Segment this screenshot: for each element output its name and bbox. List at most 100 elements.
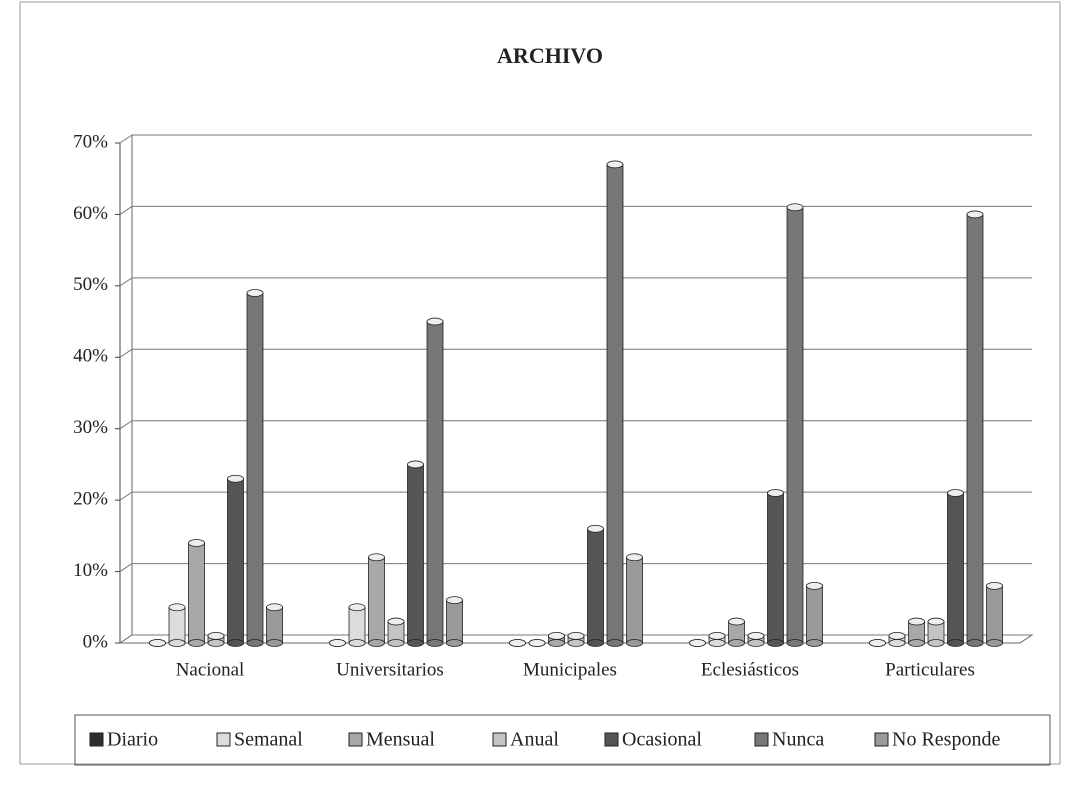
bar <box>407 460 424 647</box>
bar-top <box>927 617 945 626</box>
legend-swatch <box>348 732 363 747</box>
x-tick-label: Municipales <box>523 659 617 680</box>
bar <box>728 617 745 647</box>
y-tick-label: 0% <box>83 631 109 652</box>
bar <box>387 617 405 647</box>
bar-base <box>747 639 765 647</box>
bar-base <box>567 639 585 647</box>
bar-base <box>927 639 945 647</box>
bar <box>626 553 643 647</box>
bar-body <box>966 214 984 644</box>
legend-swatch <box>754 732 769 747</box>
bar <box>689 639 706 647</box>
grid-line <box>119 420 1032 430</box>
bar <box>767 489 784 647</box>
bar <box>368 553 385 647</box>
bar-top <box>387 617 405 626</box>
bar <box>567 631 585 647</box>
bar-top <box>767 489 784 497</box>
legend-label: Ocasional <box>622 729 702 751</box>
bar-top <box>947 489 964 497</box>
bar <box>266 603 283 647</box>
legend-label: Semanal <box>234 729 303 751</box>
bar-body <box>587 528 604 644</box>
y-tick-label: 30% <box>73 417 108 438</box>
bar-body <box>626 556 643 644</box>
legend-swatch <box>89 732 104 747</box>
bar-base <box>908 639 925 647</box>
bar <box>786 203 804 647</box>
legend-swatch <box>874 732 889 747</box>
bar-body <box>426 321 444 644</box>
bar-top <box>149 639 166 647</box>
bar <box>348 603 366 647</box>
bar <box>548 631 565 647</box>
y-tick-label: 20% <box>73 489 108 510</box>
bar-base <box>207 639 225 647</box>
bar-top <box>888 631 906 640</box>
bar-body <box>227 478 244 644</box>
legend-label: Mensual <box>366 729 435 751</box>
bar-top <box>446 596 463 605</box>
bar-body <box>767 492 784 644</box>
bar-base <box>368 639 385 647</box>
bar-base <box>728 639 745 647</box>
bar-top <box>426 317 444 326</box>
x-tick-label: Particulares <box>885 659 975 680</box>
y-tick-label: 60% <box>73 203 108 224</box>
bar <box>908 617 925 647</box>
bar <box>207 631 225 647</box>
bar-body <box>986 585 1003 644</box>
bar-base <box>548 639 565 647</box>
x-tick-label: Universitarios <box>336 659 444 680</box>
legend-box <box>74 714 1051 766</box>
legend-label: No Responde <box>892 729 1000 751</box>
bar-top <box>626 553 643 562</box>
bar-top <box>407 460 424 469</box>
bar <box>888 631 906 647</box>
grid-line <box>119 491 1032 501</box>
bar-top <box>227 474 244 483</box>
bar-top <box>869 639 886 647</box>
bar <box>168 603 186 647</box>
bar-top <box>606 160 624 169</box>
bar-top <box>728 617 745 626</box>
grid-line <box>119 134 1032 144</box>
bar-top <box>966 210 984 219</box>
legend-label: Anual <box>510 729 559 751</box>
bar-base <box>348 639 366 647</box>
bar-body <box>168 606 186 644</box>
x-tick-label: Nacional <box>176 659 245 680</box>
bar <box>606 160 624 647</box>
bar-base <box>806 639 823 647</box>
bar <box>966 210 984 647</box>
bar-top <box>368 553 385 562</box>
bar-base <box>266 639 283 647</box>
y-tick-label: 70% <box>73 131 108 152</box>
bar-top <box>908 617 925 626</box>
bar-top <box>329 639 346 647</box>
bar-body <box>806 585 823 644</box>
bar <box>446 596 463 647</box>
bar <box>528 639 546 647</box>
grid-line <box>119 563 1032 572</box>
bar-base <box>947 639 964 647</box>
bar-base <box>986 639 1003 647</box>
bar-body <box>947 492 964 644</box>
y-tick-label: 10% <box>73 560 108 581</box>
bar <box>927 617 945 647</box>
y-tick-label: 40% <box>73 346 108 367</box>
grid-line <box>119 277 1032 287</box>
legend-swatch <box>604 732 619 747</box>
legend-swatch <box>492 732 507 747</box>
bar-body <box>266 606 283 644</box>
bar-body <box>368 556 385 644</box>
bar-base <box>227 639 244 647</box>
legend-swatch <box>216 732 231 747</box>
bar-base <box>587 639 604 647</box>
bar <box>869 639 886 647</box>
bar-top <box>207 631 225 640</box>
bar-top <box>587 524 604 533</box>
bar-base <box>708 639 726 647</box>
